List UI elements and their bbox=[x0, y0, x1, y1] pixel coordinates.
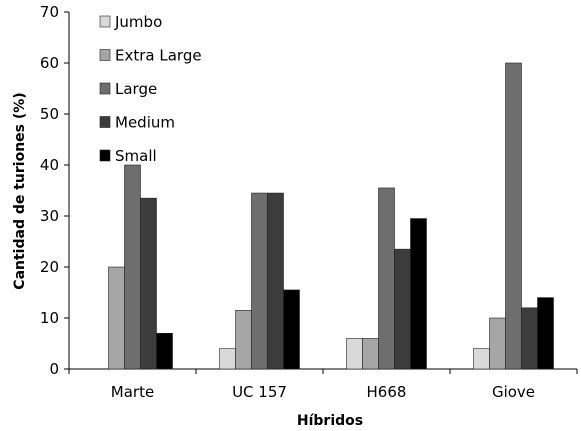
bar-large bbox=[378, 187, 395, 370]
bar-small bbox=[537, 297, 554, 370]
legend: Jumbo Extra Large Large Medium Small bbox=[99, 13, 202, 165]
x-tick-label: UC 157 bbox=[232, 383, 287, 401]
bar-extra-large bbox=[108, 266, 125, 370]
legend-label: Small bbox=[115, 147, 157, 165]
legend-swatch bbox=[99, 82, 111, 95]
y-tick-label: 10 bbox=[40, 309, 59, 327]
legend-swatch bbox=[99, 15, 111, 28]
bar-medium bbox=[267, 192, 284, 370]
y-tick-label: 70 bbox=[40, 3, 59, 21]
bars bbox=[108, 62, 554, 370]
x-tick-label: H668 bbox=[367, 383, 407, 401]
bar-small bbox=[410, 218, 427, 370]
bar-extra-large bbox=[235, 310, 252, 370]
bar-small bbox=[156, 332, 173, 370]
legend-label: Large bbox=[115, 80, 157, 98]
legend-label: Medium bbox=[115, 114, 175, 132]
bar-medium bbox=[394, 248, 411, 370]
y-tick-label: 0 bbox=[49, 360, 59, 378]
legend-swatch bbox=[99, 116, 111, 128]
y-tick-label: 20 bbox=[40, 258, 59, 276]
legend-swatch bbox=[99, 149, 111, 162]
bar-jumbo bbox=[346, 338, 363, 370]
y-tick-labels: 0 10 20 30 40 50 60 70 bbox=[40, 3, 59, 378]
bar-small bbox=[283, 289, 300, 370]
y-tick-label: 60 bbox=[40, 54, 59, 72]
y-tick-label: 40 bbox=[40, 156, 59, 174]
legend-label: Jumbo bbox=[114, 13, 162, 31]
x-tick-labels: Marte UC 157 H668 Giove bbox=[111, 383, 535, 401]
bar-medium bbox=[140, 197, 157, 370]
bar-medium bbox=[521, 307, 538, 370]
bar-jumbo bbox=[473, 348, 490, 370]
bar-large bbox=[505, 62, 522, 370]
bar-extra-large bbox=[489, 317, 506, 370]
bar-jumbo bbox=[219, 348, 236, 370]
bar-large bbox=[251, 192, 268, 370]
bar-large bbox=[124, 164, 141, 370]
x-axis bbox=[68, 368, 578, 374]
x-axis-title: Híbridos bbox=[297, 413, 363, 429]
y-axis-title: Cantidad de turiones (%) bbox=[12, 92, 28, 289]
y-tick-label: 30 bbox=[40, 207, 59, 225]
legend-swatch bbox=[99, 49, 111, 61]
x-tick-label: Giove bbox=[492, 383, 535, 401]
bar-extra-large bbox=[362, 338, 379, 370]
y-tick-label: 50 bbox=[40, 105, 59, 123]
y-axis bbox=[64, 11, 70, 370]
legend-label: Extra Large bbox=[115, 47, 202, 65]
x-tick-label: Marte bbox=[111, 383, 154, 401]
